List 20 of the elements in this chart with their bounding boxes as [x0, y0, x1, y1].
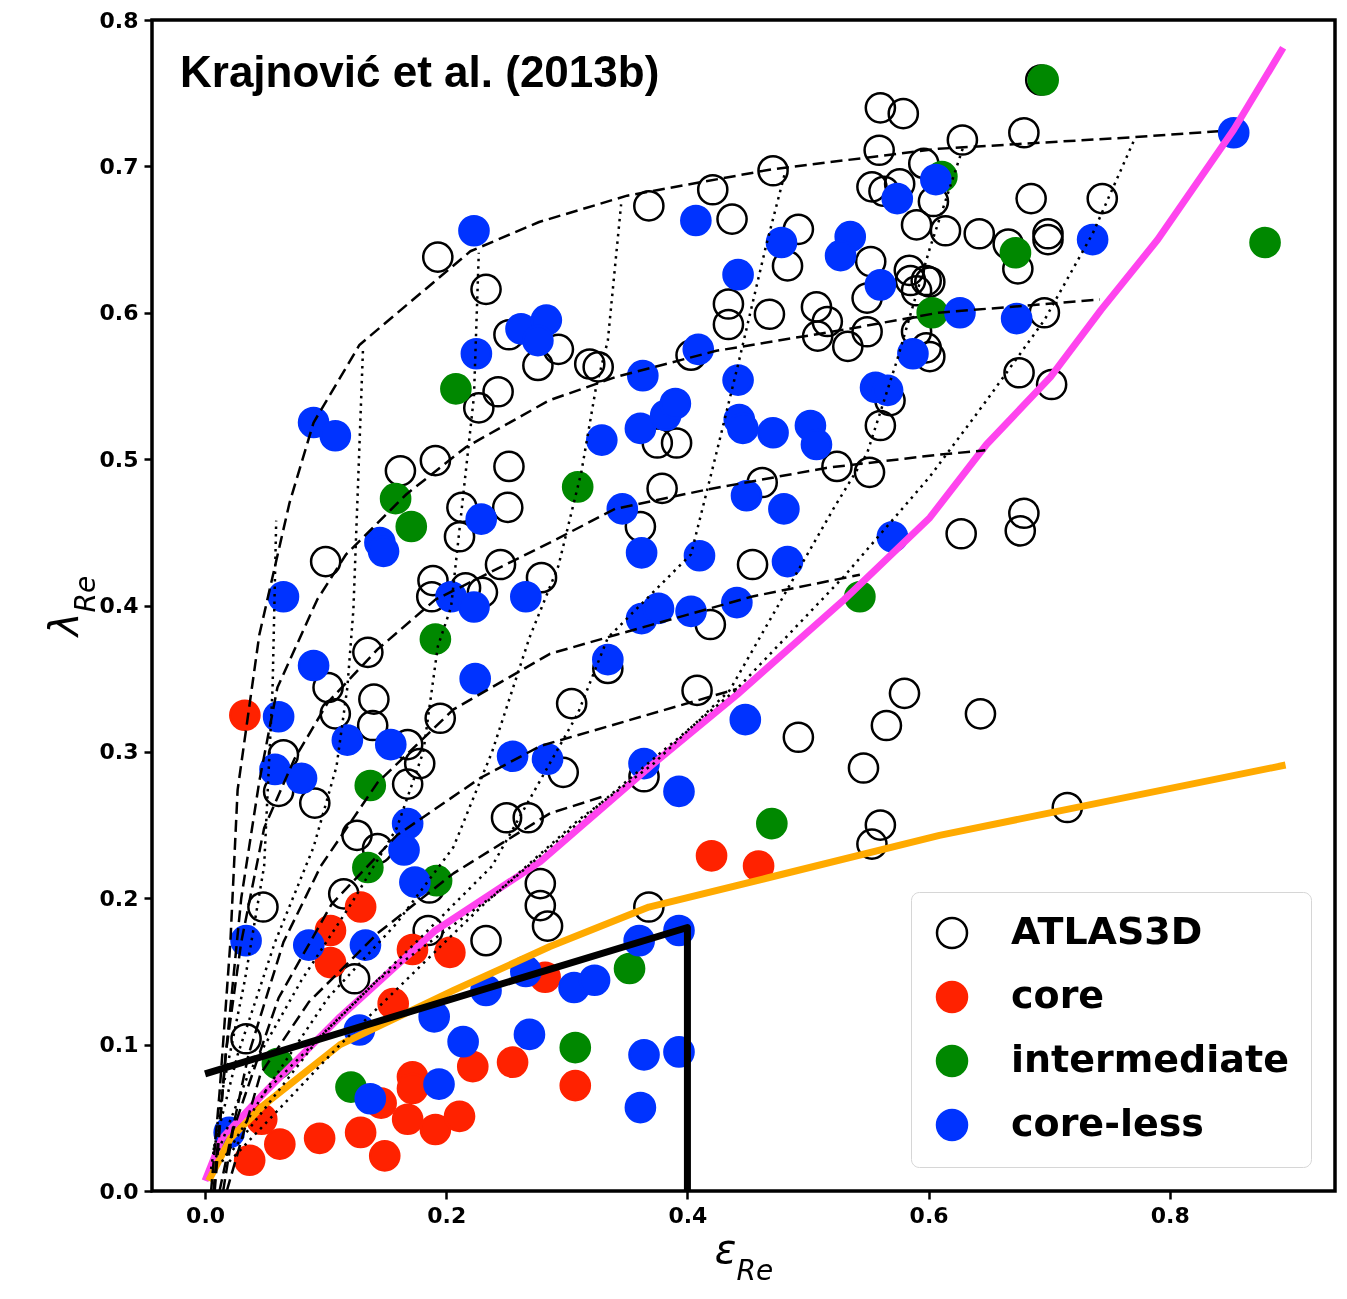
- x-tick-label: 0.2: [427, 1202, 467, 1228]
- x-tick-label: 0.0: [186, 1202, 226, 1228]
- x-tick-label: 0.4: [668, 1202, 708, 1228]
- y-tick-label: 0.2: [99, 885, 139, 911]
- legend-label: core: [1011, 973, 1105, 1017]
- y-tick-label: 0.0: [99, 1178, 139, 1204]
- y-tick-label: 0.4: [99, 593, 139, 618]
- legend-label: ATLAS3D: [1011, 909, 1203, 953]
- y-tick-label: 0.1: [99, 1032, 139, 1058]
- x-axis-title: ε$_{Re}$: [714, 1225, 774, 1286]
- y-tick-label: 0.7: [99, 153, 139, 179]
- y-tick-label: 0.8: [99, 7, 139, 33]
- y-tick-label: 0.3: [99, 739, 139, 765]
- x-tick-label: 0.6: [909, 1202, 949, 1228]
- x-tick-label: 0.8: [1150, 1202, 1190, 1228]
- y-tick-label: 0.6: [99, 300, 139, 326]
- y-tick-label: 0.5: [99, 446, 139, 472]
- legend-label: core-less: [1011, 1101, 1204, 1145]
- annotation: Krajnović et al. (2013b): [180, 47, 660, 96]
- legend-label: intermediate: [1011, 1037, 1289, 1081]
